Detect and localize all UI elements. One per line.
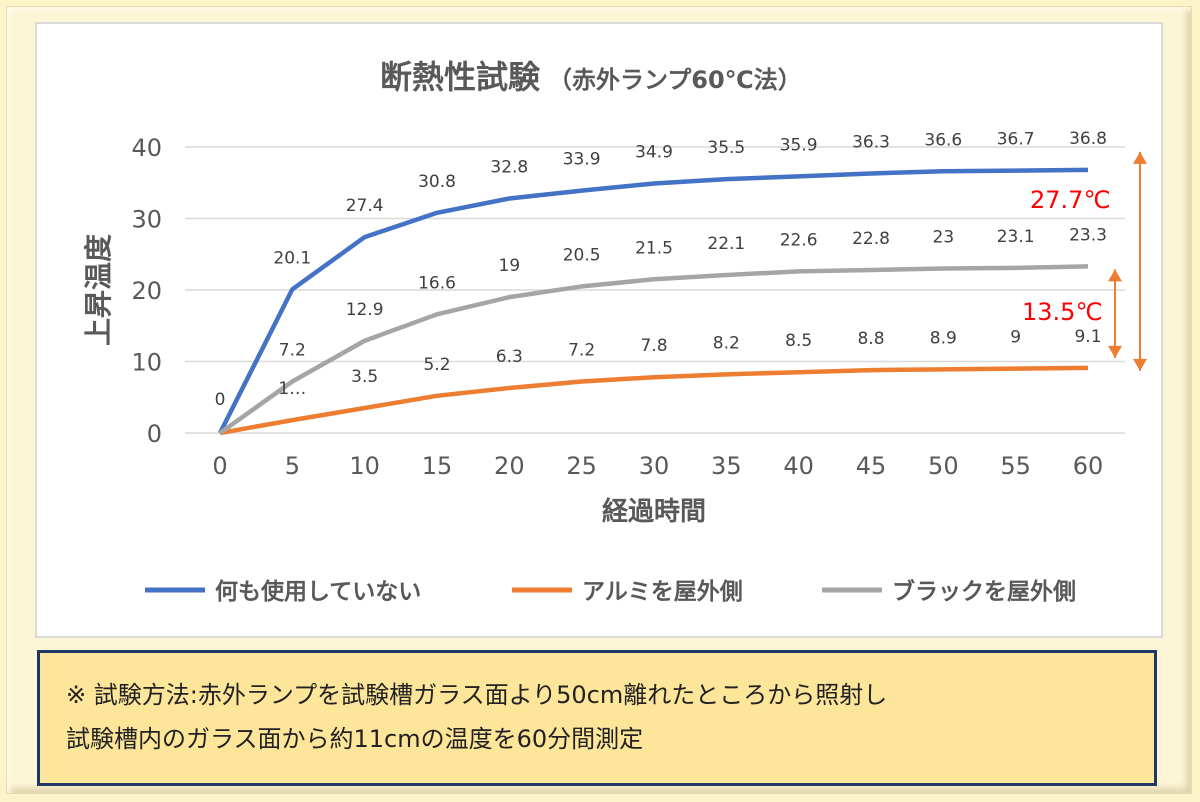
legend-label: ブラックを屋外側 — [892, 578, 1076, 605]
data-label: 23.1 — [997, 227, 1035, 247]
x-tick-label: 25 — [566, 452, 597, 480]
legend-label: 何も使用していない — [215, 579, 421, 605]
data-label: 8.2 — [713, 333, 740, 353]
y-tick-label: 10 — [131, 349, 162, 377]
data-label: 22.1 — [707, 234, 745, 254]
arrow-head-up-icon — [1133, 151, 1147, 164]
legend-label: アルミを屋外側 — [582, 578, 743, 605]
chart-subtitle: （赤外ランプ60℃法） — [548, 66, 802, 94]
x-tick-label: 40 — [783, 452, 814, 480]
y-tick-label: 0 — [147, 420, 162, 448]
data-label: 36.7 — [997, 130, 1035, 150]
data-label: 22.6 — [780, 230, 818, 250]
data-label: 8.8 — [857, 329, 884, 349]
data-label: 0 — [215, 390, 226, 410]
data-label: 9 — [1010, 328, 1021, 348]
data-label: 21.5 — [635, 238, 673, 258]
data-label: 1… — [278, 379, 306, 399]
x-tick-label: 50 — [928, 452, 959, 480]
data-label: 33.9 — [563, 150, 601, 170]
data-label: 20.5 — [563, 245, 601, 265]
arrow-head-down-icon — [1108, 345, 1122, 358]
data-label: 9.1 — [1074, 327, 1101, 347]
data-label: 5.2 — [423, 355, 450, 375]
y-tick-label: 20 — [131, 277, 162, 305]
x-tick-label: 10 — [349, 452, 380, 480]
x-tick-label: 5 — [285, 452, 300, 480]
y-axis-label: 上昇温度 — [82, 234, 115, 346]
y-tick-label: 40 — [131, 134, 162, 162]
x-tick-label: 20 — [494, 452, 525, 480]
line-chart: 断熱性試験 （赤外ランプ60℃法） 0 10 20 30 40 0 5 10 15 20 25 30 3… — [82, 58, 1147, 605]
difference-label: 27.7℃ — [1030, 186, 1110, 214]
data-label: 32.8 — [490, 157, 528, 177]
data-label: 8.9 — [930, 328, 957, 348]
data-label: 22.8 — [852, 229, 890, 249]
note-line-1: ※ 試験方法:赤外ランプを試験槽ガラス面より50cm離れたところから照射し — [66, 681, 888, 709]
data-label: 30.8 — [418, 172, 456, 192]
data-label: 36.8 — [1069, 129, 1107, 149]
x-tick-label: 15 — [422, 452, 453, 480]
x-tick-label: 0 — [212, 452, 227, 480]
data-label: 7.2 — [279, 341, 306, 361]
data-label: 7.8 — [640, 336, 667, 356]
x-tick-label: 45 — [856, 452, 887, 480]
difference-label: 13.5℃ — [1022, 298, 1102, 326]
data-label: 12.9 — [346, 300, 384, 320]
data-label: 19 — [499, 256, 521, 276]
y-tick-label: 30 — [131, 206, 162, 234]
data-label: 8.5 — [785, 331, 812, 351]
data-label: 35.9 — [780, 135, 818, 155]
x-axis-label: 経過時間 — [602, 496, 706, 527]
arrow-head-down-icon — [1133, 358, 1147, 371]
data-label: 23 — [933, 228, 955, 248]
x-tick-label: 60 — [1073, 452, 1104, 480]
chart-title: 断熱性試験 — [380, 58, 541, 96]
x-tick-label: 55 — [1000, 452, 1031, 480]
x-tick-label: 35 — [711, 452, 742, 480]
data-label: 3.5 — [351, 367, 378, 387]
data-label: 36.6 — [924, 130, 962, 150]
note-line-2: 試験槽内のガラス面から約11cmの温度を60分間測定 — [66, 725, 644, 753]
chart-panel — [35, 22, 1163, 638]
test-method-note: ※ 試験方法:赤外ランプを試験槽ガラス面より50cm離れたところから照射し 試験… — [37, 650, 1157, 786]
data-label: 23.3 — [1069, 225, 1107, 245]
data-label: 34.9 — [635, 142, 673, 162]
data-label: 16.6 — [418, 273, 456, 293]
data-label: 36.3 — [852, 132, 890, 152]
data-label: 35.5 — [707, 138, 745, 158]
data-label: 6.3 — [496, 347, 523, 367]
x-tick-label: 30 — [639, 452, 670, 480]
data-label: 27.4 — [346, 196, 384, 216]
data-label: 7.2 — [568, 341, 595, 361]
data-label: 20.1 — [273, 248, 311, 268]
arrow-head-up-icon — [1108, 269, 1122, 282]
